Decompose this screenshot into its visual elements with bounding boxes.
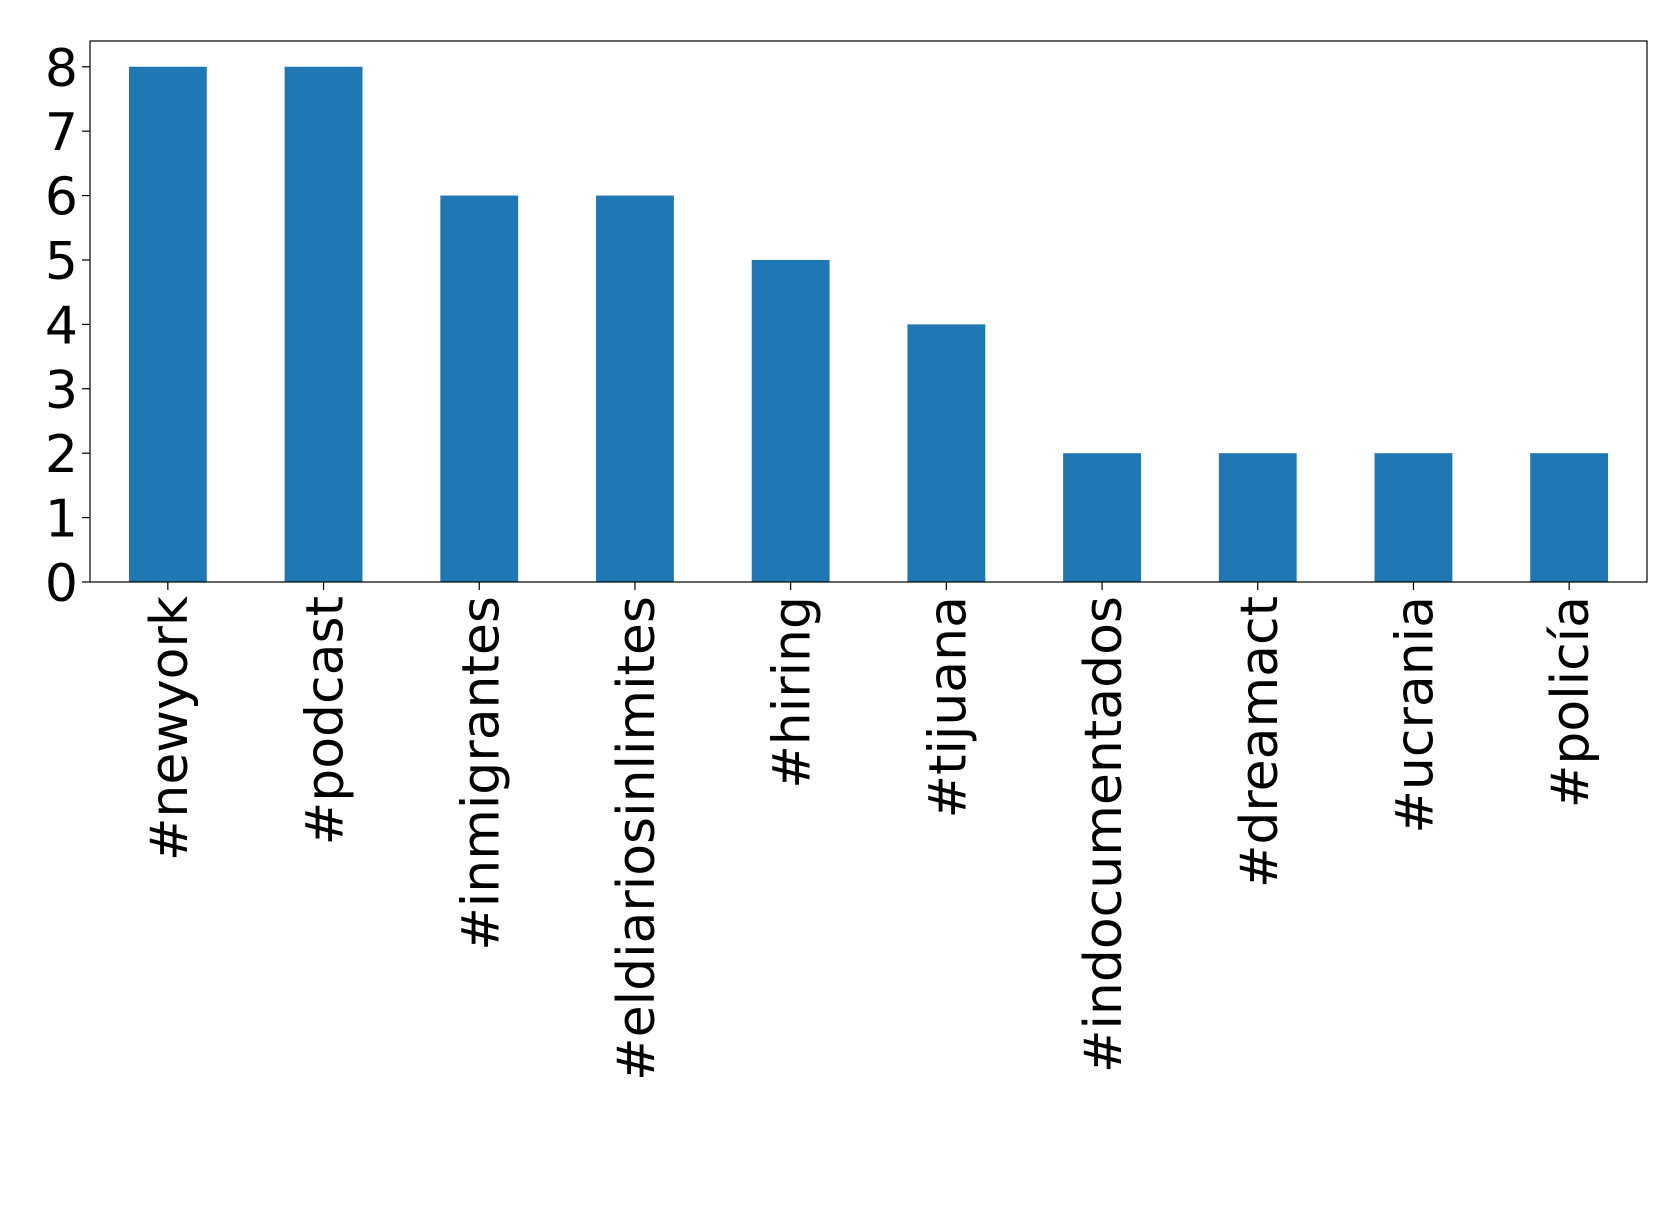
y-tick-label: 6 (45, 168, 78, 228)
y-tick-label: 4 (45, 296, 78, 356)
y-tick-label: 1 (45, 490, 78, 550)
x-tick-label: #dreamact (1230, 596, 1290, 888)
x-tick-label: #eldiariosinlimites (607, 596, 667, 1081)
x-tick-label: #newyork (140, 596, 200, 861)
y-tick-label: 2 (45, 425, 78, 485)
y-tick-label: 8 (45, 39, 78, 99)
bar (284, 66, 363, 582)
x-tick-label: #hiring (763, 596, 823, 789)
bar (440, 195, 519, 583)
plot-frame (89, 40, 1648, 583)
x-tick-label: #ucrania (1385, 596, 1445, 834)
bar (596, 195, 674, 583)
bar (1374, 453, 1453, 582)
bar (1530, 453, 1609, 582)
x-tick-label: #podcast (296, 596, 356, 845)
y-tick-label: 3 (45, 361, 78, 421)
x-tick-label: #indocumentados (1074, 596, 1134, 1073)
x-tick-label: #policía (1541, 596, 1601, 808)
y-tick-label: 7 (45, 103, 78, 163)
bar (751, 259, 830, 582)
bar (1063, 453, 1141, 582)
y-tick-label: 5 (45, 232, 78, 292)
x-tick-label: #inmigrantes (451, 596, 511, 951)
bar (907, 324, 986, 582)
x-tick-label: #tijuana (918, 596, 978, 819)
bar (1218, 453, 1297, 582)
bar (128, 66, 207, 582)
y-tick-label: 0 (45, 554, 78, 614)
